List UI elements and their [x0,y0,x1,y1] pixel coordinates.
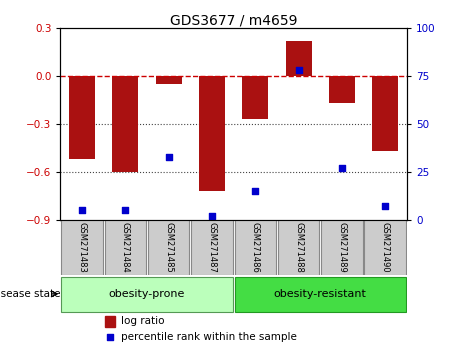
Bar [365,220,406,275]
Point [295,68,302,73]
Bar [106,316,115,327]
Text: GSM271489: GSM271489 [338,222,346,273]
Bar [69,76,95,159]
Bar [61,278,233,312]
Text: GSM271486: GSM271486 [251,222,260,273]
Text: GSM271487: GSM271487 [207,222,217,273]
Point [79,207,86,213]
Text: disease state: disease state [0,289,60,299]
Bar [242,76,268,119]
Bar [372,76,398,151]
Bar [321,220,363,275]
Point [252,188,259,194]
Point [106,334,114,340]
Bar [61,220,103,275]
Text: GSM271485: GSM271485 [164,222,173,273]
Text: log ratio: log ratio [121,316,165,326]
Text: GSM271484: GSM271484 [121,222,130,273]
Point [122,207,129,213]
Bar [278,220,319,275]
Bar [329,76,355,103]
Bar [199,76,225,191]
Bar [105,220,146,275]
Bar [191,220,233,275]
Point [381,204,389,209]
Text: obesity-resistant: obesity-resistant [274,289,367,299]
Bar [234,220,276,275]
Point [208,213,216,219]
Text: GSM271483: GSM271483 [78,222,86,273]
Bar [234,278,406,312]
Text: percentile rank within the sample: percentile rank within the sample [121,332,297,342]
Bar [156,76,182,84]
Bar [148,220,190,275]
Text: GSM271490: GSM271490 [381,222,390,273]
Bar [286,41,312,76]
Title: GDS3677 / m4659: GDS3677 / m4659 [170,13,298,27]
Text: obesity-prone: obesity-prone [109,289,185,299]
Text: GSM271488: GSM271488 [294,222,303,273]
Bar [113,76,139,172]
Point [338,165,345,171]
Point [165,154,173,159]
